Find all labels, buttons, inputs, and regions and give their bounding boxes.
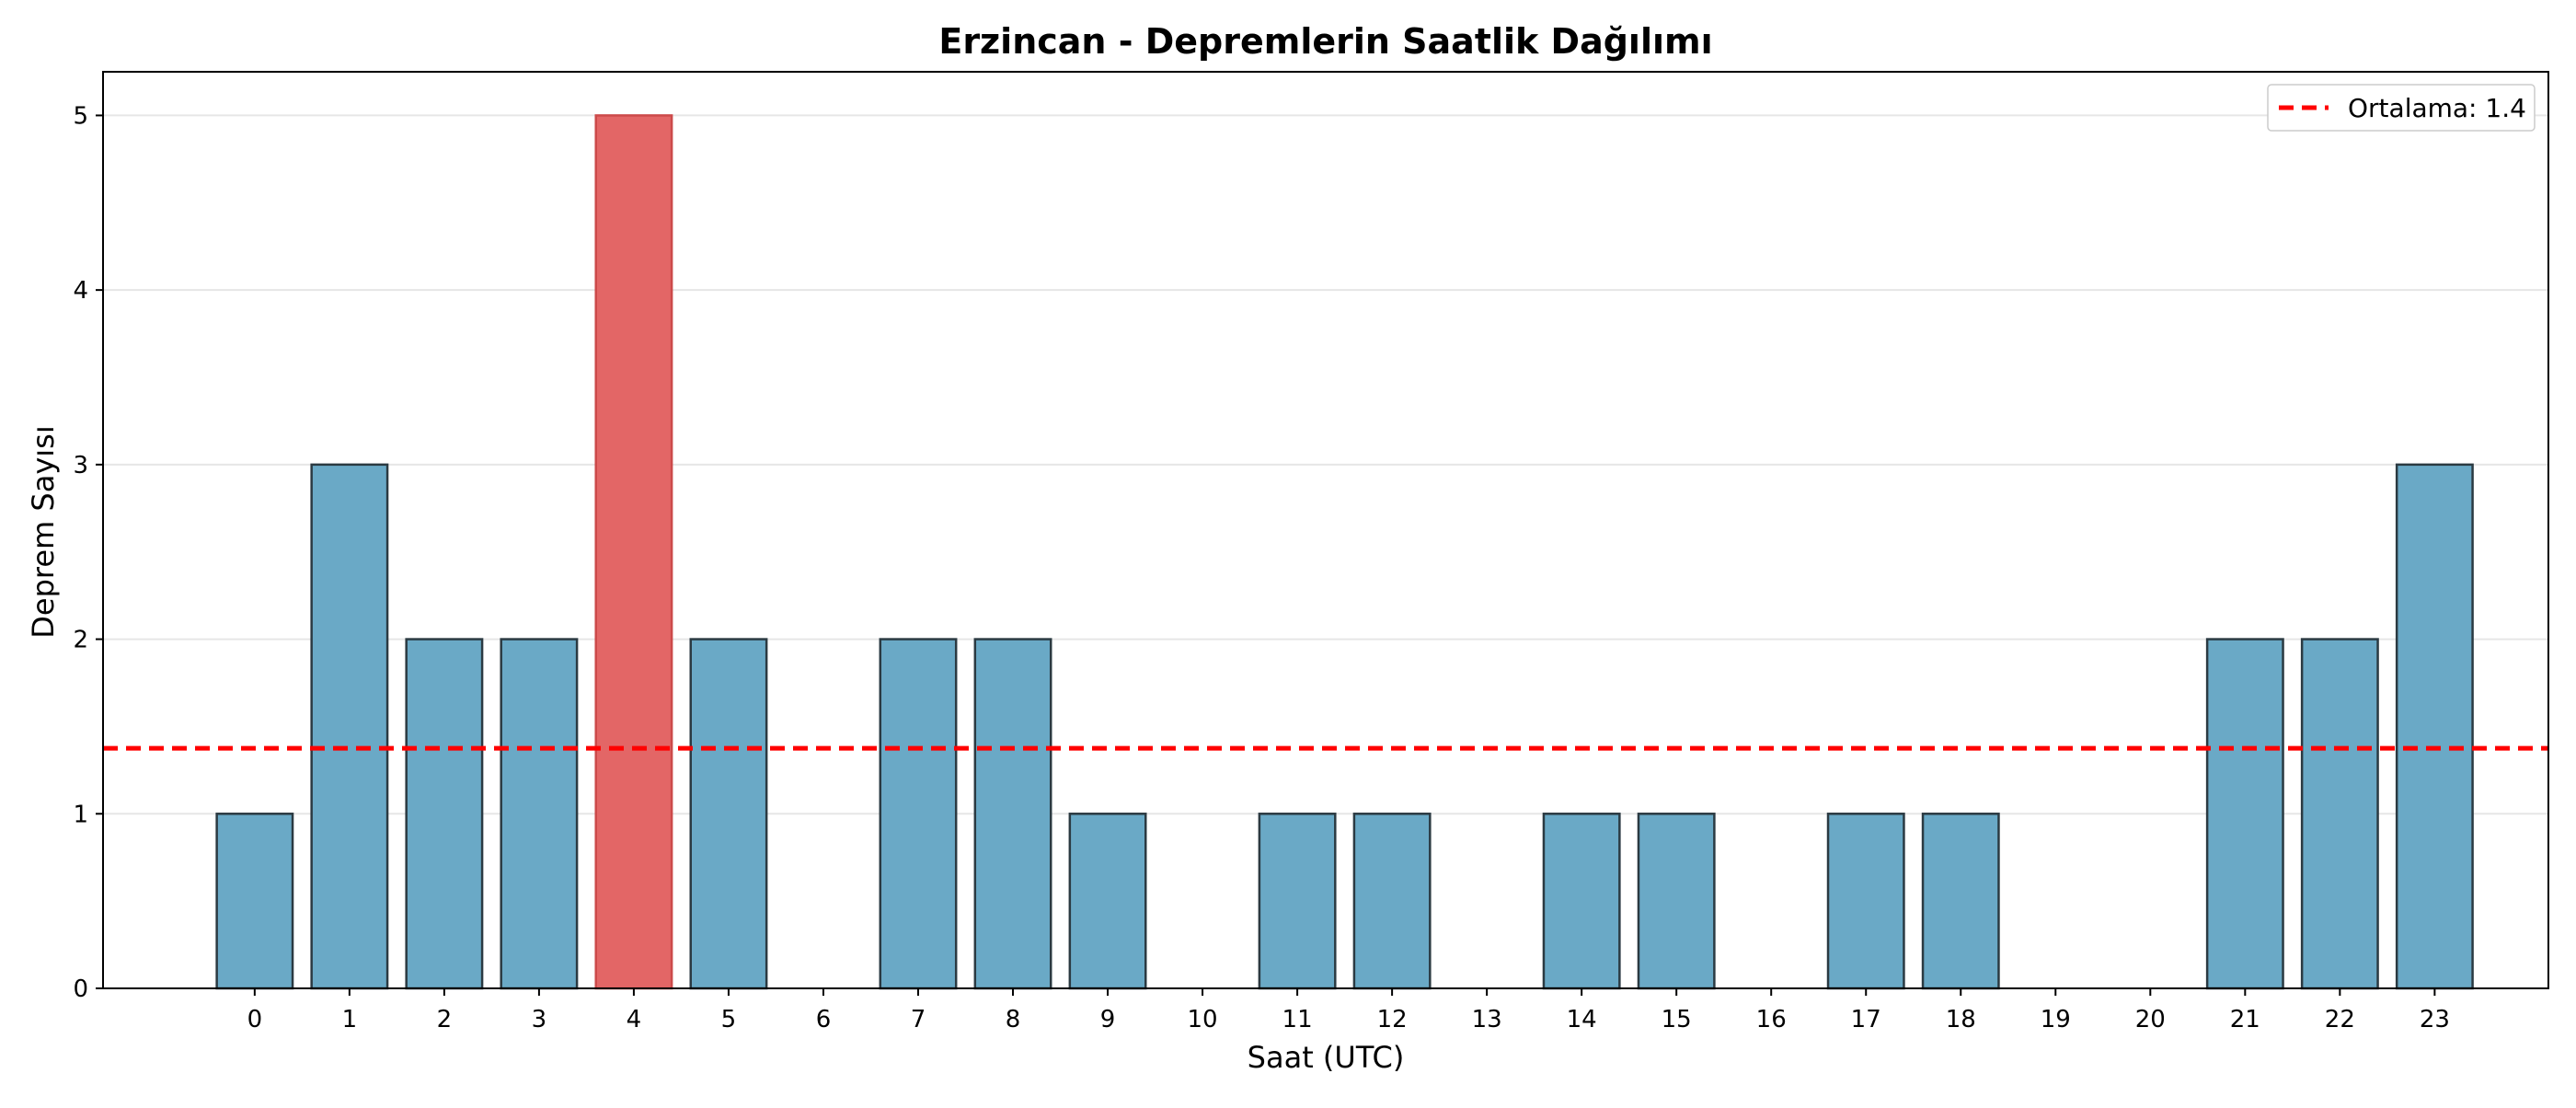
bar-hour-18: [1921, 813, 2000, 990]
x-tick-label: 7: [911, 1006, 926, 1033]
x-tick-label: 22: [2325, 1006, 2355, 1033]
chart-title: Erzincan - Depremlerin Saatlik Dağılımı: [938, 21, 1712, 62]
bar-hour-11: [1258, 813, 1337, 990]
bar-hour-7: [879, 638, 958, 990]
x-tick-label: 5: [721, 1006, 737, 1033]
y-tick-label: 1: [73, 801, 88, 828]
x-tick-label: 16: [1756, 1006, 1787, 1033]
x-tick-labels: 0 1 2 3 4 5 6 7 8 9 10 11 12 13 14 15 16 17 18 19 20 21 22 23: [247, 1006, 2450, 1033]
bar-hour-23: [2395, 463, 2474, 990]
axes: [96, 71, 2549, 996]
bar-hour-8: [973, 638, 1052, 990]
x-tick-label: 2: [437, 1006, 453, 1033]
x-tick-label: 19: [2041, 1006, 2071, 1033]
bar-hour-3: [500, 638, 579, 990]
x-tick-label: 3: [532, 1006, 547, 1033]
x-tick-label: 10: [1188, 1006, 1218, 1033]
plot-frame: [102, 71, 2549, 989]
bars: [215, 114, 2474, 990]
y-tick-label: 4: [73, 277, 88, 305]
bar-hour-15: [1637, 813, 1716, 990]
bar-hour-9: [1068, 813, 1147, 990]
bar-hour-4: [594, 114, 673, 990]
x-tick-label: 13: [1472, 1006, 1502, 1033]
y-tick-label: 0: [73, 975, 88, 1003]
bar-hour-17: [1826, 813, 1905, 990]
x-tick-label: 9: [1100, 1006, 1116, 1033]
x-tick-label: 20: [2135, 1006, 2166, 1033]
bar-hour-1: [310, 463, 389, 990]
bar-hour-21: [2205, 638, 2284, 990]
bar-hour-0: [215, 813, 294, 990]
bar-hour-12: [1352, 813, 1432, 990]
x-tick-label: 12: [1377, 1006, 1408, 1033]
bar-hour-2: [405, 638, 484, 990]
x-tick-label: 4: [627, 1006, 642, 1033]
x-tick-label: 8: [1006, 1006, 1021, 1033]
x-tick-label: 11: [1282, 1006, 1313, 1033]
y-tick-label: 3: [73, 452, 88, 479]
legend: Ortalama: 1.4: [2267, 84, 2536, 132]
y-tick-label: 2: [73, 627, 88, 654]
y-axis-label: Deprem Sayısı: [26, 425, 61, 638]
x-tick-label: 0: [247, 1006, 263, 1033]
x-tick-label: 1: [342, 1006, 358, 1033]
x-axis-label: Saat (UTC): [1248, 1040, 1405, 1075]
x-tick-label: 15: [1662, 1006, 1692, 1033]
y-tick-labels: 0 1 2 3 4 5: [73, 102, 88, 1003]
legend-mean-label: Ortalama: 1.4: [2348, 93, 2526, 123]
x-tick-label: 17: [1851, 1006, 1881, 1033]
legend-box: [2267, 84, 2536, 132]
y-tick-label: 5: [73, 102, 88, 130]
x-tick-label: 21: [2230, 1006, 2260, 1033]
x-tick-label: 6: [816, 1006, 832, 1033]
x-tick-label: 23: [2420, 1006, 2450, 1033]
x-tick-label: 14: [1567, 1006, 1597, 1033]
bar-hour-14: [1542, 813, 1621, 990]
bar-hour-5: [689, 638, 768, 990]
bar-hour-22: [2300, 638, 2379, 990]
x-tick-label: 18: [1946, 1006, 1976, 1033]
